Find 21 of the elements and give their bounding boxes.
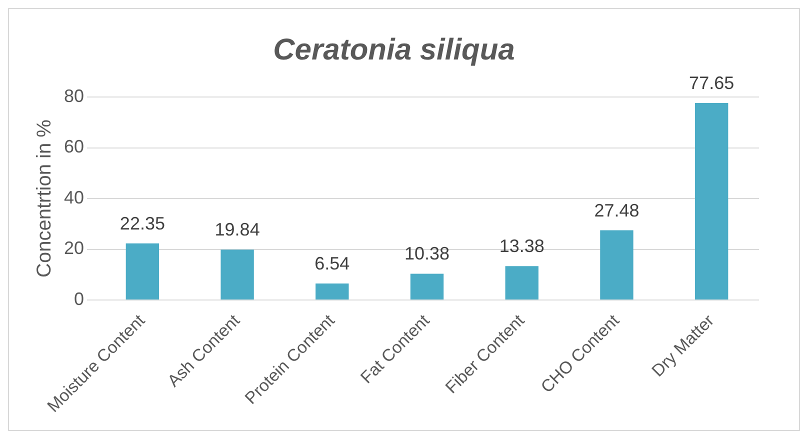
bar <box>220 250 254 300</box>
bar <box>694 102 728 300</box>
chart-title: Ceratonia siliqua <box>273 33 515 66</box>
y-axis-title: Concentrtion in % <box>34 119 56 278</box>
y-tick-label: 60 <box>64 136 84 157</box>
data-label: 77.65 <box>689 72 734 93</box>
y-tick-label: 0 <box>74 289 84 310</box>
data-label: 6.54 <box>314 253 350 274</box>
data-label: 10.38 <box>404 244 450 264</box>
y-tick-label: 40 <box>64 187 84 208</box>
data-label: 22.35 <box>120 213 165 234</box>
data-label: 19.84 <box>214 220 260 240</box>
bar <box>410 274 444 300</box>
bar <box>505 266 538 300</box>
y-tick-label: 20 <box>64 238 84 258</box>
bar <box>316 283 349 300</box>
bar <box>600 230 634 300</box>
data-label: 13.38 <box>499 236 544 256</box>
y-tick-label: 80 <box>64 86 84 106</box>
bar <box>126 243 160 300</box>
data-label: 27.48 <box>594 200 640 220</box>
